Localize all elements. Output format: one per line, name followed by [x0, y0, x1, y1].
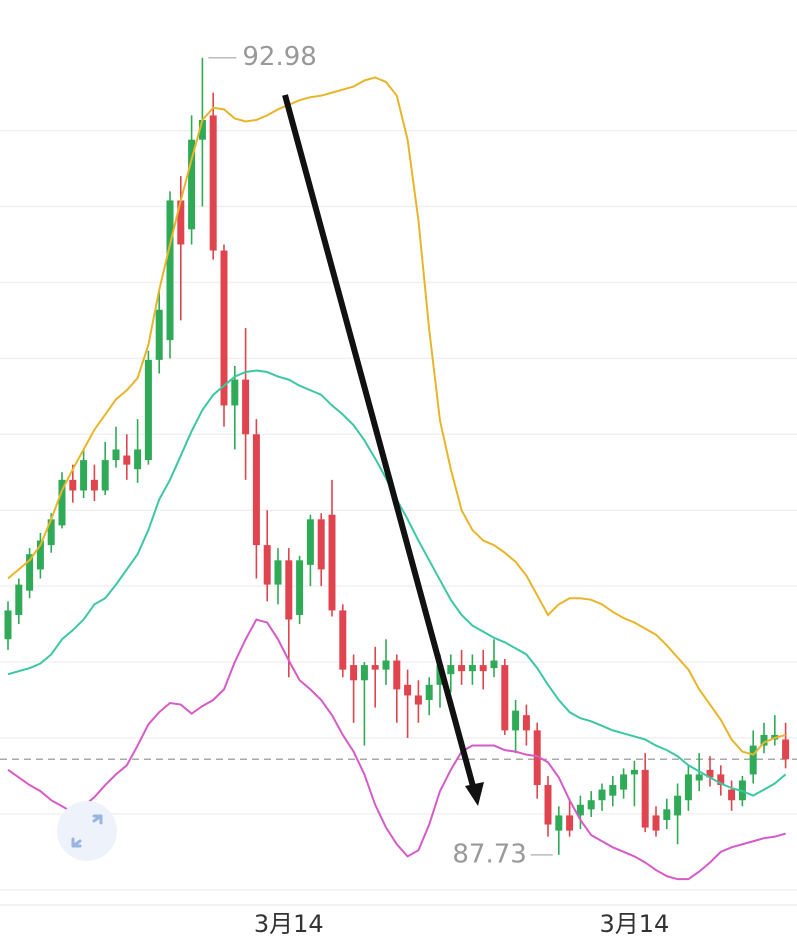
- candle-body: [468, 665, 476, 672]
- candle-body: [782, 739, 790, 760]
- candle-body: [652, 815, 660, 831]
- candle-body: [749, 745, 757, 775]
- plot: 3月14 3月14 92.98 87.73: [0, 42, 797, 938]
- candle-body: [209, 115, 217, 251]
- candle-body: [242, 379, 250, 435]
- candle-body: [177, 200, 185, 245]
- candle-body: [69, 479, 77, 491]
- band-line: [7, 76, 786, 756]
- candle-body: [576, 804, 584, 816]
- icon-bg[interactable]: [57, 801, 117, 861]
- candle-body: [220, 250, 228, 406]
- candle-body: [425, 684, 433, 701]
- candle-body: [717, 774, 725, 786]
- candle-body: [620, 774, 628, 790]
- candle-body: [458, 665, 466, 672]
- candle-body: [26, 554, 34, 591]
- candle-body: [641, 769, 649, 828]
- candle-body: [760, 734, 768, 746]
- icon-arrows[interactable]: [71, 814, 103, 848]
- candle-body: [371, 665, 379, 670]
- candle-body: [684, 774, 692, 801]
- candle-body: [296, 560, 304, 615]
- candle-body: [544, 785, 552, 825]
- candle-body: [58, 479, 66, 526]
- arrow-head: [465, 782, 484, 806]
- candle-body: [123, 455, 131, 465]
- candle-body: [479, 665, 487, 672]
- candle-body: [274, 560, 282, 585]
- band-line: [7, 618, 786, 881]
- candle-body: [155, 309, 163, 360]
- candle-body: [90, 479, 98, 491]
- candle-body: [598, 789, 606, 801]
- candle-body: [512, 710, 520, 731]
- candle-body: [101, 460, 109, 491]
- candle-body: [674, 795, 682, 816]
- candle-body: [360, 665, 368, 681]
- candle-body: [404, 684, 412, 696]
- candle-body: [630, 769, 638, 775]
- trend-arrow: [282, 94, 484, 806]
- candle-body: [328, 514, 336, 611]
- candle-body: [317, 519, 325, 570]
- x-tick-label: 3月14: [599, 910, 669, 938]
- candle-body: [609, 785, 617, 796]
- candle-body: [350, 665, 358, 681]
- high-label: 92.98: [242, 42, 316, 72]
- candle-body: [80, 460, 88, 491]
- candle-body: [566, 815, 574, 831]
- candle-body: [728, 789, 736, 801]
- candle-body: [36, 540, 44, 570]
- candle-body: [263, 545, 271, 585]
- low-label: 87.73: [452, 839, 526, 869]
- candle-body: [555, 815, 563, 831]
- candle-body: [339, 610, 347, 670]
- candle-body: [306, 519, 314, 565]
- candle-body: [252, 434, 260, 546]
- candle-body: [587, 800, 595, 810]
- candle-body: [112, 449, 120, 461]
- candle-body: [231, 379, 239, 406]
- candle-body: [501, 665, 509, 731]
- candle-body: [382, 660, 390, 670]
- candle-body: [447, 665, 455, 675]
- candle-body: [4, 610, 12, 640]
- candle-body: [533, 730, 541, 786]
- candle-body: [144, 359, 152, 461]
- candle-body: [47, 519, 55, 546]
- candle-body: [198, 119, 206, 140]
- candle-body: [134, 449, 142, 470]
- expand-icon[interactable]: [57, 801, 117, 861]
- x-tick-label: 3月14: [254, 910, 324, 938]
- candle-body: [706, 769, 714, 778]
- candle-body: [188, 139, 196, 230]
- candle-body: [490, 660, 498, 669]
- candle-body: [663, 809, 671, 820]
- candle-body: [393, 660, 401, 690]
- arrow-shaft: [282, 94, 477, 791]
- candle-body: [15, 584, 23, 615]
- candle-body: [695, 774, 703, 781]
- candle-body: [285, 560, 293, 620]
- candle-body: [522, 715, 530, 731]
- candle-body: [414, 695, 422, 705]
- candle-body: [166, 200, 174, 341]
